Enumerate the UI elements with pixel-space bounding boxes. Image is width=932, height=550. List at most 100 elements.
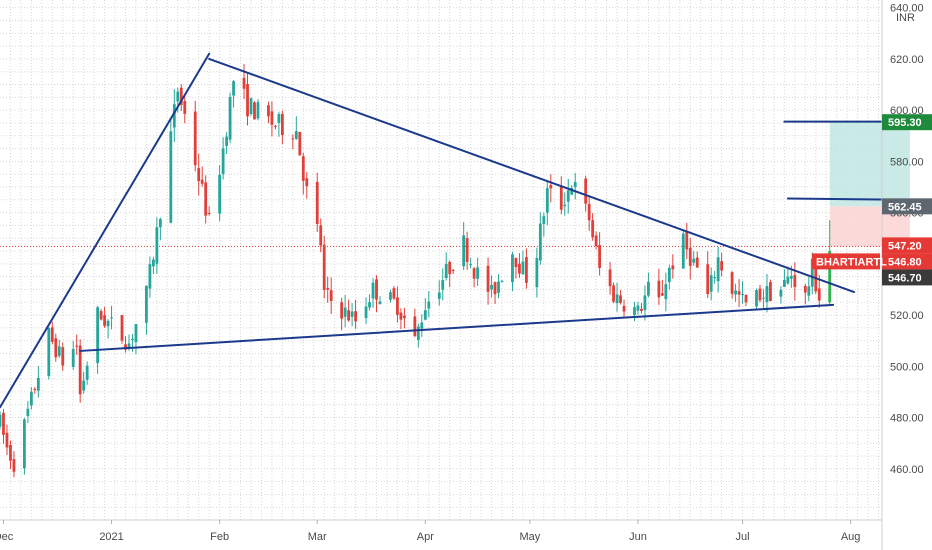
candle-body [12,459,16,472]
candle-body [518,263,521,274]
candle-body [371,282,375,299]
price-tick-label: 640.00 [890,3,924,15]
candle-body [413,316,417,336]
symbol-tag [812,253,880,270]
candle-body [469,264,473,266]
candle-body [134,324,138,343]
candle-body [448,261,452,275]
candle-body [277,114,281,123]
candle-body [779,289,783,297]
currency-label: INR [896,12,915,24]
candle-body [301,156,305,181]
candle-body [78,345,82,395]
candle-body [326,287,330,290]
time-tick-label: Aug [841,531,861,543]
candle-body [720,261,724,271]
candle-body [807,286,811,296]
candle-body [594,235,598,247]
candle-body [476,267,480,279]
candle-body [375,279,378,300]
candle-body [253,102,256,120]
candle-body [298,131,302,156]
trend-lines-layer[interactable] [0,52,911,409]
candle-body [124,344,127,350]
candle-body [660,293,664,296]
candle-body [511,254,514,283]
candle-body [267,105,270,117]
candle-body [542,216,546,224]
price-tick-label: 460.00 [890,464,924,476]
candle-body [612,285,615,302]
time-tick-label: May [520,531,541,543]
candle-body [444,263,448,279]
candle-body [322,244,326,290]
candle-body [472,268,476,279]
trend-line[interactable] [208,57,856,294]
candle-body [685,231,689,250]
candle-body [427,301,431,309]
candle-body [570,187,574,195]
candle-body [619,295,622,303]
candle-body [538,223,542,261]
candle-body [591,220,595,238]
candle-body [57,346,61,356]
candle-body [559,186,563,210]
candle-body [340,302,344,319]
candle-body [828,251,832,303]
candle-body [47,327,51,377]
candle-body [514,257,518,268]
trend-line[interactable] [0,52,211,409]
candle-body [183,100,187,114]
candle-body [120,315,124,341]
candle-body [294,131,298,139]
time-axis[interactable]: Dec 2021 Feb Mar Apr May Jun Jul Aug [0,519,882,543]
candle-body [769,282,772,301]
price-tag-label: 546.80 [888,256,922,268]
candle-body [368,302,371,308]
candle-body [713,276,717,278]
candle-body [221,148,225,175]
trend-line[interactable] [79,303,835,352]
candle-body [786,276,790,284]
candle-body [716,257,720,282]
candle-body [378,301,382,305]
price-tick-label: 600.00 [890,105,924,117]
candle-body [681,233,685,269]
candle-body [151,259,155,267]
candle-body [85,365,89,380]
candle-body [249,98,253,115]
candle-body [573,182,577,188]
price-tag-label: 562.45 [888,201,922,213]
candle-body [622,305,626,312]
candle-body [423,310,427,320]
price-tick-label: 580.00 [890,156,924,168]
candle-body [758,288,762,301]
time-tick-label: 2021 [99,531,123,543]
candle-body [521,261,525,275]
candle-body [692,258,696,263]
candle-body [343,307,347,317]
price-tag-label: 547.20 [888,240,922,252]
candle-body [23,419,26,469]
candle-body [179,87,183,105]
candle-body [172,104,176,128]
candle-body [2,412,5,435]
candle-body [329,290,333,301]
symbol-tag-label: BHARTIARTL [816,256,887,268]
candle-body [451,269,455,271]
price-tick-label: 520.00 [890,310,924,322]
candle-body [315,181,319,224]
candle-body [490,284,493,290]
candle-body [486,265,490,292]
candle-body [354,311,357,322]
candle-body [347,310,351,321]
candle-body [50,327,54,342]
risk-reward-zones [829,122,910,247]
candle-body [782,279,786,287]
candle-body [197,168,201,182]
candle-body [396,297,399,315]
time-tick-label: Jun [629,531,647,543]
candle-body [615,294,619,304]
candle-body [814,257,818,292]
